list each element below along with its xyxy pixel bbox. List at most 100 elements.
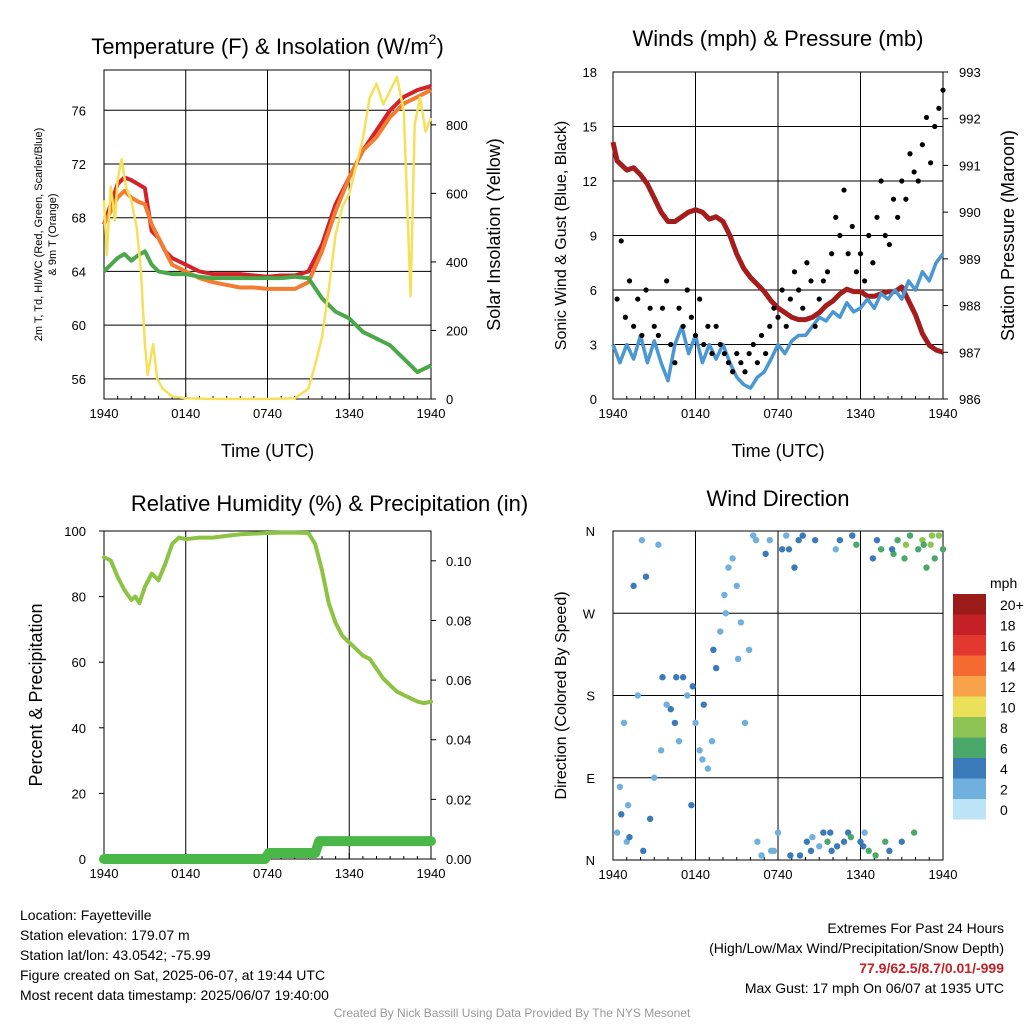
y-tick-label: 60: [72, 318, 86, 333]
direction-point: [796, 852, 804, 859]
y2-axis-label: Solar Insolation (Yellow): [484, 138, 504, 330]
y2-tick-label: 0.02: [446, 792, 471, 807]
direction-point: [737, 619, 745, 626]
legend-label: 16: [1000, 638, 1016, 654]
direction-point: [704, 765, 712, 772]
direction-point: [766, 536, 773, 544]
direction-point: [708, 737, 716, 745]
gust-point: [626, 278, 633, 284]
gust-point: [635, 296, 641, 302]
gust-point: [841, 187, 847, 193]
chart-panel-3: 1940 0140 0740 1340 1940 0 20 40 60 80 100 0.00 0.02…: [26, 491, 528, 881]
direction-point: [923, 564, 930, 571]
y-axis-label-2: & 9m T (Orange): [47, 193, 59, 275]
direction-point: [692, 719, 699, 727]
direction-point: [721, 591, 728, 599]
y2-tick-label: 200: [446, 323, 468, 338]
x-tick-label: 1340: [335, 406, 364, 421]
x-tick-label: 1340: [335, 866, 364, 881]
direction-point: [833, 843, 841, 850]
gust-point: [730, 369, 736, 375]
x-axis-label: Time (UTC): [731, 441, 824, 461]
direction-point: [613, 829, 621, 836]
gust-point: [899, 178, 905, 184]
gust-point: [882, 232, 888, 239]
y-tick-label: 0: [590, 392, 597, 407]
y2-tick-label: 0.04: [446, 733, 471, 748]
y-tick-label: S: [586, 689, 595, 704]
direction-point: [872, 852, 879, 859]
gust-point: [804, 260, 810, 266]
direction-point: [712, 664, 720, 672]
y-tick-label: 72: [72, 157, 86, 172]
station-latlon: Station lat/lon: 43.0542; -75.99: [20, 947, 211, 963]
legend-swatch: [953, 799, 986, 820]
gust-point: [800, 305, 806, 311]
direction-point: [920, 541, 927, 548]
direction-point: [630, 582, 637, 590]
direction-point: [741, 719, 749, 727]
series-blue-line: [611, 252, 945, 390]
gust-point: [754, 360, 760, 366]
direction-point: [752, 536, 760, 544]
legend-label: 18: [1000, 618, 1016, 634]
y-tick-label: 80: [72, 590, 86, 605]
gust-point: [763, 350, 769, 357]
direction-point: [824, 838, 831, 845]
y-tick-label: 3: [590, 338, 597, 353]
legend-swatch: [953, 696, 986, 717]
y2-tick-label: 990: [959, 205, 981, 220]
gust-point: [659, 305, 666, 311]
direction-point: [865, 847, 872, 855]
direction-point: [783, 532, 790, 539]
gust-point: [862, 278, 868, 284]
extremes-title: Extremes For Past 24 Hours: [827, 920, 1004, 936]
direction-point: [651, 774, 658, 781]
gust-point: [857, 251, 864, 257]
direction-point: [620, 719, 628, 727]
x-tick-label: 1940: [90, 866, 119, 881]
gust-point: [796, 287, 802, 293]
direction-point: [684, 692, 691, 699]
y-tick-label: N: [586, 524, 595, 539]
gust-point: [651, 323, 657, 329]
gust-point: [713, 323, 719, 329]
direction-point: [646, 815, 654, 823]
gust-point: [680, 323, 686, 329]
y2-tick-label: 800: [446, 118, 468, 133]
gust-point: [639, 332, 645, 339]
direction-point: [877, 546, 885, 553]
gust-point: [692, 332, 699, 339]
direction-point: [725, 564, 732, 571]
credit-line: Created By Nick Bassill Using Data Provi…: [333, 1006, 691, 1020]
chart-panel-1: 1940 0140 0740 1340 1940 56 60 64 68 72 76 0 200 400 6…: [33, 31, 504, 461]
gust-point: [911, 169, 917, 175]
y2-tick-label: 0: [446, 392, 453, 407]
x-tick-label: 0140: [681, 867, 710, 882]
direction-point: [634, 692, 641, 699]
chart-panel-4: 1940 0140 0740 1340 1940 N E S W N Wind Direction D…: [553, 486, 1024, 882]
direction-point: [774, 829, 782, 836]
y-tick-label: 20: [72, 786, 86, 801]
direction-point: [910, 829, 918, 836]
direction-point: [700, 701, 707, 708]
gust-point: [940, 87, 946, 93]
gust-point: [783, 323, 789, 329]
y-tick-label: 68: [72, 211, 86, 226]
legend-label: 2: [1000, 782, 1008, 798]
legend-swatch: [953, 758, 986, 779]
legend-swatch: [953, 717, 986, 738]
chart-title: Wind Direction: [706, 486, 849, 511]
direction-point: [778, 546, 786, 553]
x-tick-label: 1340: [846, 406, 875, 421]
y-tick-label: N: [586, 853, 595, 868]
gust-point: [721, 350, 727, 357]
chart-title: Temperature (F) & Insolation (W/m2): [91, 31, 444, 59]
y-tick-label: 76: [72, 103, 86, 118]
gust-point: [812, 323, 818, 329]
direction-point: [898, 838, 905, 845]
y2-tick-label: 0.08: [446, 613, 471, 628]
x-tick-label: 1940: [929, 867, 958, 882]
direction-point: [836, 536, 844, 544]
direction-point: [745, 646, 753, 654]
